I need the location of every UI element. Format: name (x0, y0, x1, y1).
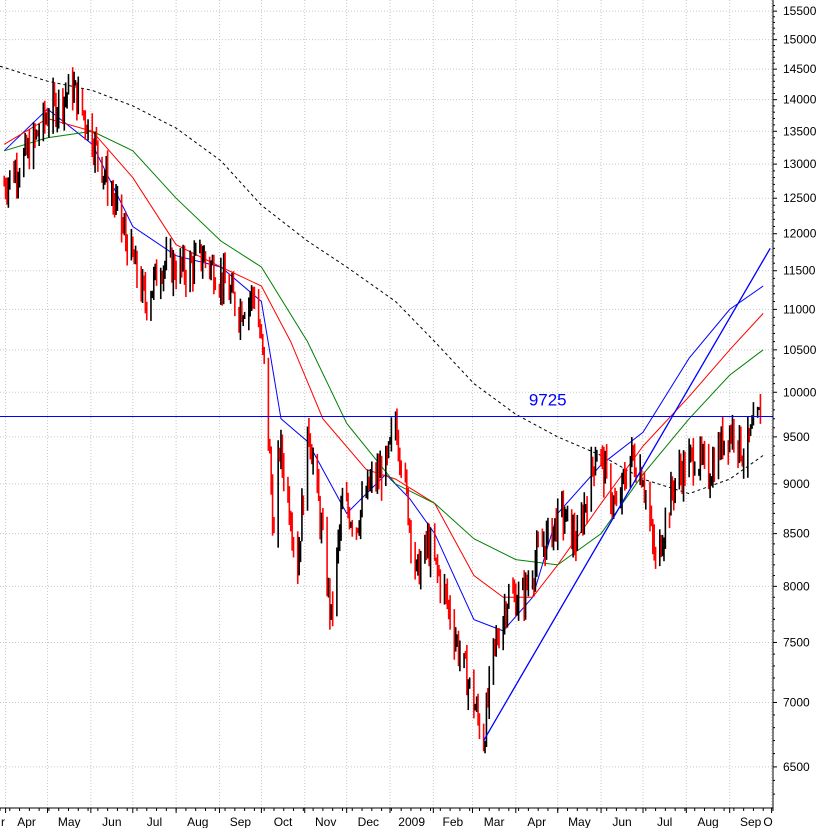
x-tick-label: Feb (443, 815, 464, 828)
x-tick-label: r (1, 815, 5, 828)
moving-average-line (4, 130, 764, 566)
moving-average-line (3, 108, 764, 632)
y-axis: 6500 7000 7500 8000 8500 9000 9500 10000 10500 11… (773, 4, 817, 795)
y-tick-label: 7500 (783, 635, 810, 649)
x-tick-label: Jul (657, 815, 672, 828)
y-tick-label: 13500 (783, 124, 817, 138)
y-tick-label: 15500 (783, 4, 817, 18)
y-tick-label: 11000 (783, 302, 816, 316)
y-tick-label: 6500 (783, 760, 810, 774)
y-tick-label: 9000 (783, 477, 810, 491)
x-tick-label: Jun (102, 815, 121, 828)
x-tick-label: Dec (358, 815, 379, 828)
y-tick-label: 9500 (783, 430, 810, 444)
x-tick-label: Mar (484, 815, 505, 828)
x-tick-label: May (58, 815, 81, 828)
level-label: 9725 (529, 391, 567, 410)
x-tick-label: 2009 (398, 815, 425, 828)
x-tick-label: Oct (274, 815, 293, 828)
y-tick-label: 7000 (783, 695, 810, 709)
y-tick-label: 14500 (783, 62, 817, 76)
x-tick-label: Nov (315, 815, 336, 828)
y-tick-label: 12000 (783, 227, 817, 241)
y-tick-label: 10000 (783, 385, 817, 399)
grid-lines (0, 0, 773, 808)
x-tick-label: Aug (697, 815, 718, 828)
x-tick-label: Aug (187, 815, 208, 828)
moving-average-line (0, 65, 764, 495)
y-tick-label: 15000 (783, 33, 817, 47)
x-axis: r Apr May Jun Jul Aug Sep Oct Nov Dec 2009 Feb Mar Ap… (0, 808, 774, 828)
y-tick-label: 10500 (783, 343, 817, 357)
x-tick-label: May (568, 815, 591, 828)
moving-average-line (3, 117, 764, 598)
trendline (483, 248, 771, 741)
x-tick-label: O (763, 815, 772, 828)
y-tick-label: 8000 (783, 579, 810, 593)
x-tick-label: Sep (740, 815, 762, 828)
x-tick-label: Apr (527, 815, 546, 828)
x-tick-label: Jun (612, 815, 631, 828)
price-bars (3, 67, 762, 754)
moving-average-lines (0, 65, 764, 632)
x-tick-label: Jul (147, 815, 162, 828)
x-tick-label: Apr (17, 815, 36, 828)
y-tick-label: 12500 (783, 191, 817, 205)
y-tick-label: 13000 (783, 157, 817, 171)
y-tick-label: 8500 (783, 527, 810, 541)
y-tick-label: 14000 (783, 93, 817, 107)
x-tick-label: Sep (230, 815, 252, 828)
annotation-layer: 9725 (0, 248, 773, 741)
y-tick-label: 11500 (783, 264, 816, 278)
